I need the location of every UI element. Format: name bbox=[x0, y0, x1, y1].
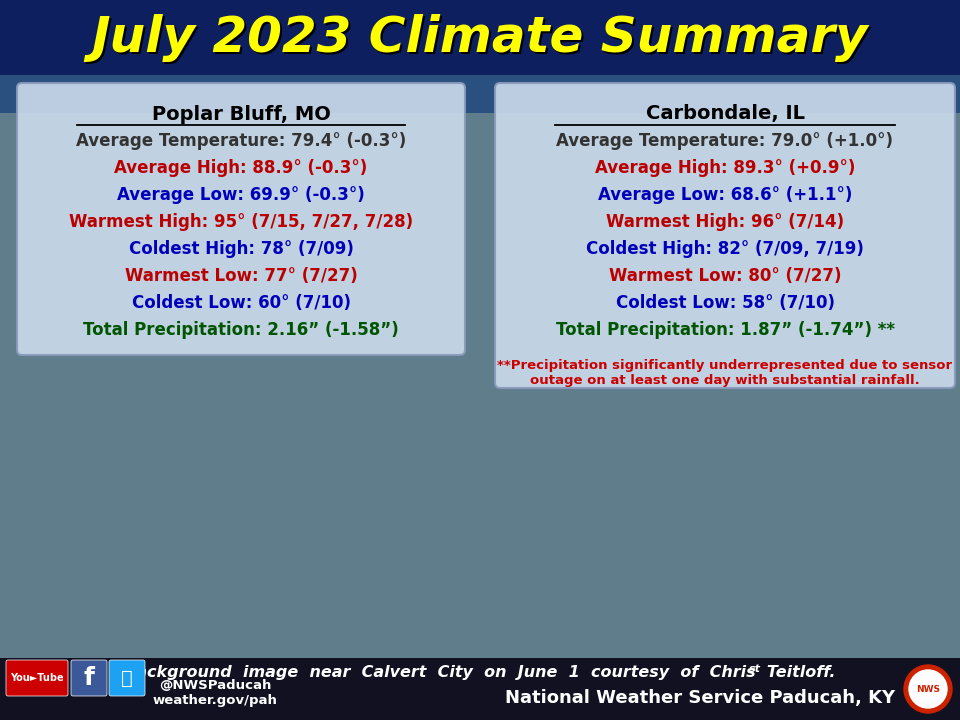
Text: Average High: 88.9° (-0.3°): Average High: 88.9° (-0.3°) bbox=[114, 159, 368, 177]
Text: Average Temperature: 79.4° (-0.3°): Average Temperature: 79.4° (-0.3°) bbox=[76, 132, 406, 150]
FancyBboxPatch shape bbox=[495, 83, 955, 388]
Text: Poplar Bluff, MO: Poplar Bluff, MO bbox=[152, 104, 330, 124]
Text: **Precipitation significantly underrepresented due to sensor
outage on at least : **Precipitation significantly underrepre… bbox=[497, 359, 952, 387]
Text: Coldest High: 78° (7/09): Coldest High: 78° (7/09) bbox=[129, 240, 353, 258]
Text: Background  image  near  Calvert  City  on  June  1  courtesy  of  Chris  Teitlo: Background image near Calvert City on Ju… bbox=[124, 665, 836, 680]
Circle shape bbox=[909, 670, 947, 708]
Bar bbox=[0, 75, 960, 113]
Bar bbox=[0, 0, 960, 75]
Text: Warmest High: 96° (7/14): Warmest High: 96° (7/14) bbox=[606, 213, 844, 231]
Text: Average Low: 69.9° (-0.3°): Average Low: 69.9° (-0.3°) bbox=[117, 186, 365, 204]
Text: Total Precipitation: 2.16” (-1.58”): Total Precipitation: 2.16” (-1.58”) bbox=[84, 321, 398, 339]
Text: Average Low: 68.6° (+1.1°): Average Low: 68.6° (+1.1°) bbox=[598, 186, 852, 204]
Text: Average Temperature: 79.0° (+1.0°): Average Temperature: 79.0° (+1.0°) bbox=[557, 132, 894, 150]
Text: 🐦: 🐦 bbox=[121, 668, 132, 688]
Text: Warmest Low: 77° (7/27): Warmest Low: 77° (7/27) bbox=[125, 267, 357, 285]
Text: Coldest Low: 60° (7/10): Coldest Low: 60° (7/10) bbox=[132, 294, 350, 312]
Bar bbox=[0, 658, 960, 720]
Text: Warmest High: 95° (7/15, 7/27, 7/28): Warmest High: 95° (7/15, 7/27, 7/28) bbox=[69, 213, 413, 231]
Text: July 2023 Climate Summary: July 2023 Climate Summary bbox=[92, 14, 868, 62]
Text: st: st bbox=[749, 664, 761, 674]
Text: NWS: NWS bbox=[916, 685, 940, 693]
Text: @NWSPaducah
weather.gov/pah: @NWSPaducah weather.gov/pah bbox=[153, 679, 277, 707]
Text: July 2023 Climate Summary: July 2023 Climate Summary bbox=[94, 16, 871, 64]
Text: Coldest High: 82° (7/09, 7/19): Coldest High: 82° (7/09, 7/19) bbox=[586, 240, 864, 258]
Text: You►Tube: You►Tube bbox=[11, 673, 63, 683]
Text: Carbondale, IL: Carbondale, IL bbox=[645, 104, 804, 124]
Text: f: f bbox=[84, 666, 94, 690]
Text: Average High: 89.3° (+0.9°): Average High: 89.3° (+0.9°) bbox=[595, 159, 855, 177]
Text: Coldest Low: 58° (7/10): Coldest Low: 58° (7/10) bbox=[615, 294, 834, 312]
Circle shape bbox=[904, 665, 952, 713]
FancyBboxPatch shape bbox=[6, 660, 68, 696]
FancyBboxPatch shape bbox=[71, 660, 107, 696]
FancyBboxPatch shape bbox=[109, 660, 145, 696]
Text: Warmest Low: 80° (7/27): Warmest Low: 80° (7/27) bbox=[609, 267, 841, 285]
Text: National Weather Service Paducah, KY: National Weather Service Paducah, KY bbox=[505, 689, 895, 707]
Text: Total Precipitation: 1.87” (-1.74”) **: Total Precipitation: 1.87” (-1.74”) ** bbox=[556, 321, 895, 339]
FancyBboxPatch shape bbox=[17, 83, 465, 355]
